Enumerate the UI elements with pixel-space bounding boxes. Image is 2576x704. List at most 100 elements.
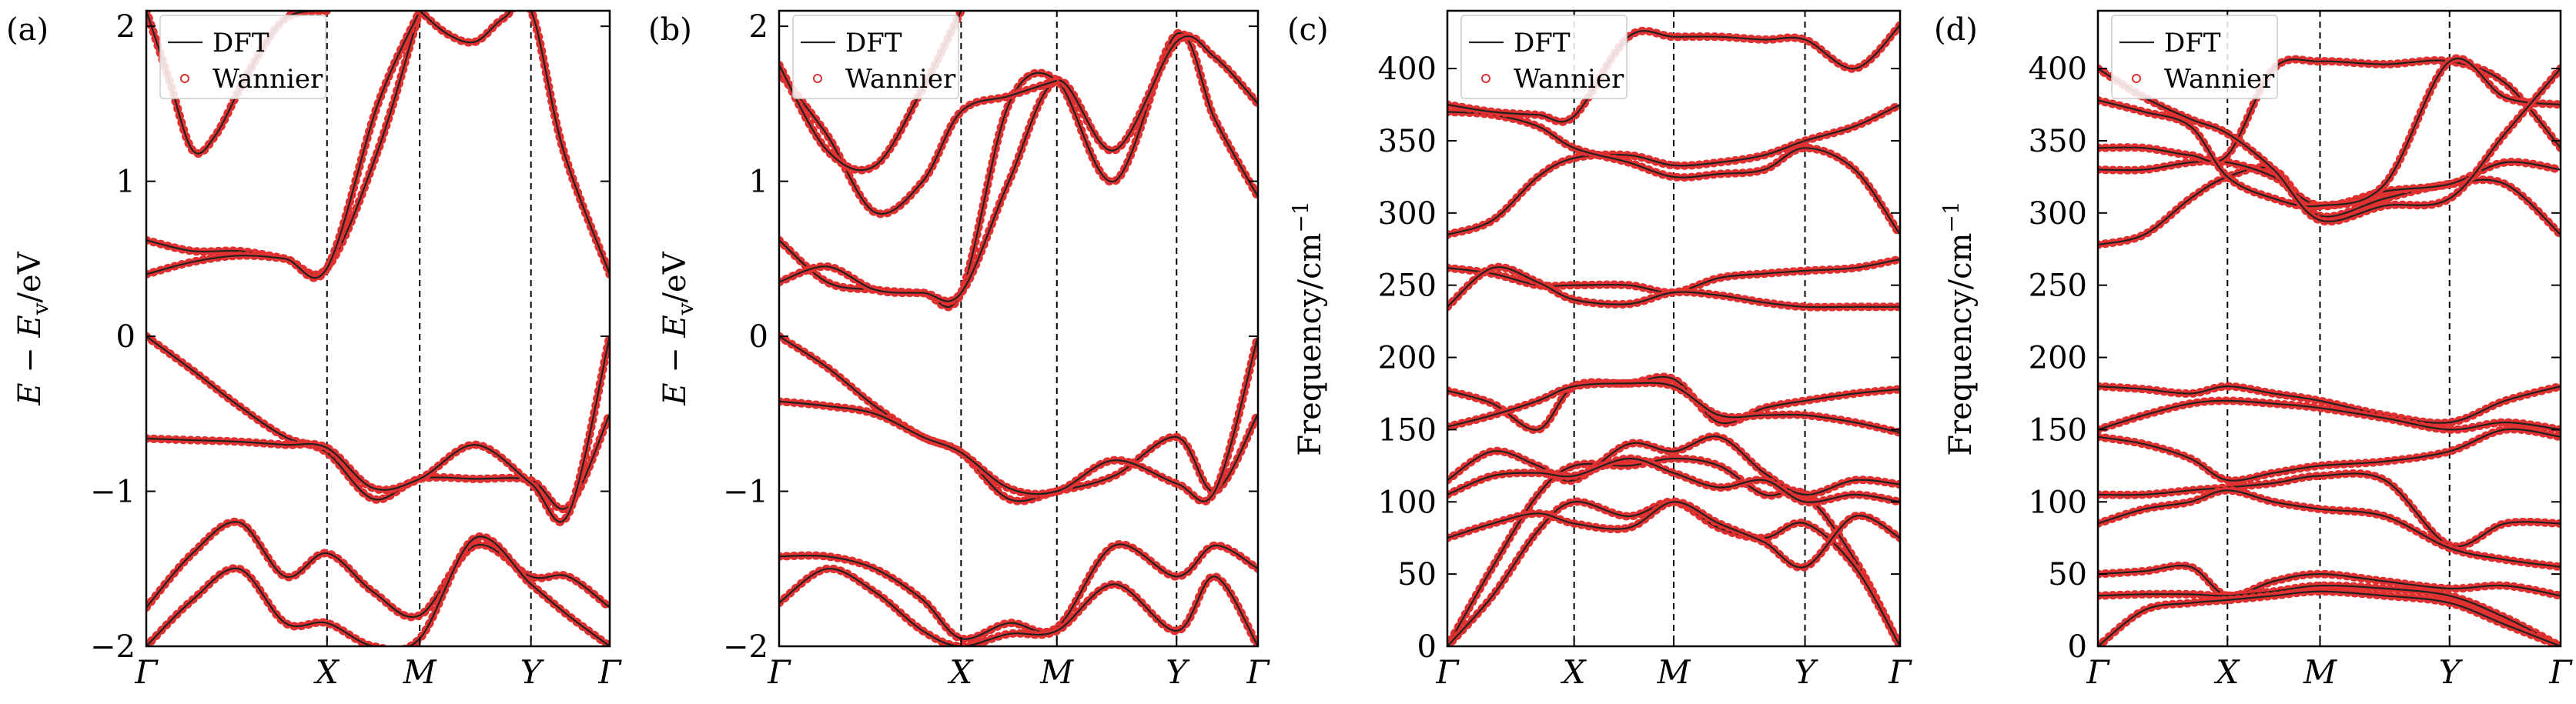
panel-1: (a) −2 −1 0 1 2 Γ X M Y Γ E − Ev/eV DFT Wannier xyxy=(6,9,622,691)
wannier-band-1 xyxy=(146,332,610,513)
dft-opt-low-1 xyxy=(1447,375,1900,431)
dft-opt-low-4 xyxy=(1447,457,1900,503)
legend: DFT Wannier xyxy=(2111,15,2278,99)
y-tick-label: 150 xyxy=(1378,412,1437,448)
legend-dft-label: DFT xyxy=(212,28,269,58)
y-tick-label: 200 xyxy=(2029,341,2087,376)
legend: DFT Wannier xyxy=(792,15,959,99)
y-tick-label: 1 xyxy=(749,165,768,200)
dft-band-5 xyxy=(779,72,1058,215)
x-tick-label: M xyxy=(1656,653,1691,691)
dft-band-7 xyxy=(146,536,610,646)
y-tick-label: −1 xyxy=(723,475,768,510)
axes-frame xyxy=(2096,9,2562,648)
panel-4: (d) 0 50 100 150 200 250 300 350 400 Γ X M Y Γ Frequenc… xyxy=(1934,9,2573,691)
y-tick-label: 0 xyxy=(749,319,768,355)
y-tick-label: 100 xyxy=(2029,485,2087,520)
x-tick-label: Y xyxy=(2439,653,2464,691)
dft-opt-3 xyxy=(1447,25,1900,123)
y-tick-label: −2 xyxy=(90,629,135,665)
y-tick-label: 1 xyxy=(116,165,135,200)
x-tick-label: Γ xyxy=(767,653,791,691)
legend: DFT Wannier xyxy=(159,15,326,99)
x-tick-label: Γ xyxy=(1246,653,1270,691)
y-tick-label: 0 xyxy=(1417,629,1437,665)
panel-label: (d) xyxy=(1934,12,1978,48)
y-tick-label: 400 xyxy=(1378,52,1437,87)
x-tick-label: M xyxy=(1039,653,1074,691)
dft-opt-low-2 xyxy=(1447,382,1900,434)
panel-label: (a) xyxy=(6,12,49,48)
dft-hi-4 xyxy=(2098,58,2561,208)
y-tick-label: 250 xyxy=(2029,269,2087,304)
dft-low-2 xyxy=(2098,489,2561,568)
x-tick-label: Y xyxy=(1166,653,1190,691)
y-tick-label: −2 xyxy=(723,629,768,665)
legend-dft-label: DFT xyxy=(2164,28,2221,58)
legend-wannier-swatch xyxy=(813,74,822,83)
y-tick-label: 150 xyxy=(2029,412,2087,448)
panel-label: (c) xyxy=(1287,12,1329,48)
wannier-band-2 xyxy=(779,332,1258,506)
legend-box xyxy=(159,15,326,99)
legend-dft-label: DFT xyxy=(1514,28,1571,58)
bands xyxy=(1447,21,1900,646)
y-tick-label: 400 xyxy=(2029,52,2087,87)
legend-wannier-label: Wannier xyxy=(1514,64,1624,95)
dft-band-4 xyxy=(779,35,1258,302)
dft-mid-2 xyxy=(2098,399,2561,431)
panel-label: (b) xyxy=(648,12,692,48)
dft-opt-2 xyxy=(1447,111,1900,235)
x-tick-label: M xyxy=(403,653,437,691)
wannier-band-1 xyxy=(779,332,1258,505)
x-tick-label: X xyxy=(1561,653,1587,691)
y-tick-label: 2 xyxy=(116,9,135,45)
dft-band-1 xyxy=(146,335,610,510)
dft-band-2 xyxy=(146,335,610,523)
dft-opt-1 xyxy=(1447,104,1900,236)
dft-band-8 xyxy=(779,568,1258,646)
legend-wannier-label: Wannier xyxy=(845,64,956,95)
wannier-band-6 xyxy=(146,517,610,622)
dft-band-1 xyxy=(779,335,1258,502)
x-tick-label: X xyxy=(313,653,340,691)
x-tick-label: Γ xyxy=(1888,653,1912,691)
y-axis-label: Frequency/cm−1 xyxy=(1939,201,1979,455)
panel-2: (b) −2 −1 0 1 2 Γ X M Y Γ E − Ev/eV DFT Wannier xyxy=(648,9,1270,691)
bands xyxy=(2098,54,2561,646)
x-tick-label: Y xyxy=(520,653,545,691)
dft-band-4 xyxy=(146,11,421,279)
x-tick-label: X xyxy=(2213,653,2240,691)
x-tick-label: Γ xyxy=(134,653,159,691)
dft-hi-3 xyxy=(2098,58,2561,163)
x-tick-label: M xyxy=(2303,653,2337,691)
legend-wannier-label: Wannier xyxy=(2164,64,2275,95)
dft-band-7 xyxy=(779,543,1258,640)
wannier-band-8 xyxy=(779,564,1258,646)
panel-3: (c) 0 50 100 150 200 250 300 350 400 Γ X M Y Γ Frequenc… xyxy=(1287,9,1912,691)
y-axis-label: Frequency/cm−1 xyxy=(1288,201,1328,455)
dft-mid-2 xyxy=(1447,266,1900,309)
x-tick-label: Γ xyxy=(2548,653,2573,691)
axes-frame xyxy=(778,9,1260,648)
x-tick-label: Γ xyxy=(2086,653,2110,691)
dft-ac-3 xyxy=(1447,501,1900,569)
y-tick-label: 50 xyxy=(2048,557,2087,592)
dft-hi-5 xyxy=(2098,68,2561,222)
dft-ac-3 xyxy=(2098,590,2561,646)
legend-wannier-label: Wannier xyxy=(212,64,323,95)
dft-ac-2 xyxy=(2098,584,2561,646)
y-tick-label: 300 xyxy=(2029,196,2087,232)
y-tick-label: 100 xyxy=(1378,485,1437,520)
dft-mid-3 xyxy=(2098,428,2561,482)
legend-wannier-swatch xyxy=(180,74,189,83)
y-tick-label: 50 xyxy=(1397,557,1437,592)
bands xyxy=(146,11,610,646)
legend: DFT Wannier xyxy=(1460,15,1628,99)
axes-frame xyxy=(145,9,611,648)
y-tick-label: 300 xyxy=(1378,196,1437,232)
dft-band-8 xyxy=(419,11,610,275)
y-tick-label: 2 xyxy=(749,9,768,45)
dft-opt-low-3 xyxy=(1447,435,1900,496)
y-tick-label: 350 xyxy=(1378,124,1437,159)
